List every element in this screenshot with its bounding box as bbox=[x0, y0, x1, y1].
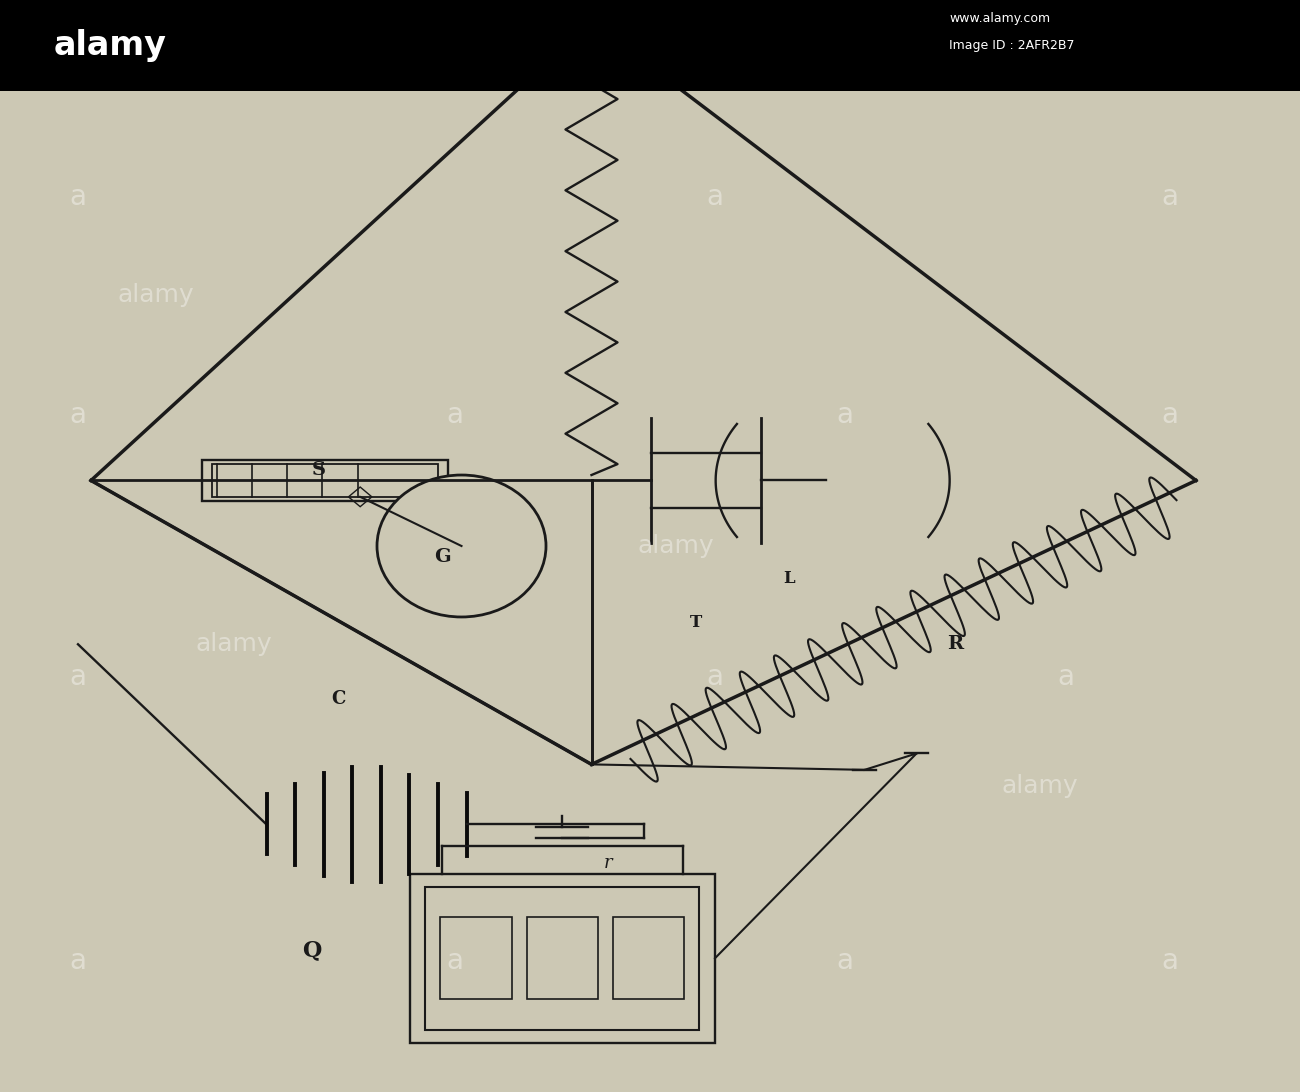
Text: a: a bbox=[69, 401, 87, 429]
Text: C: C bbox=[330, 690, 346, 708]
Text: a: a bbox=[69, 663, 87, 691]
Text: a: a bbox=[836, 947, 854, 975]
Text: Q: Q bbox=[303, 939, 321, 961]
Text: alamy: alamy bbox=[1002, 774, 1078, 798]
Polygon shape bbox=[0, 0, 1300, 91]
Text: alamy: alamy bbox=[55, 28, 166, 62]
Text: a: a bbox=[446, 401, 464, 429]
Text: T: T bbox=[689, 614, 702, 631]
Text: a: a bbox=[836, 401, 854, 429]
Text: a: a bbox=[1161, 947, 1179, 975]
Text: alamy: alamy bbox=[118, 283, 194, 307]
Text: alamy: alamy bbox=[196, 632, 272, 656]
Circle shape bbox=[377, 475, 546, 617]
Text: S: S bbox=[312, 461, 325, 478]
Text: r: r bbox=[604, 854, 612, 871]
Text: a: a bbox=[69, 182, 87, 211]
Text: alamy: alamy bbox=[638, 534, 714, 558]
Text: G: G bbox=[434, 548, 450, 566]
Text: a: a bbox=[1161, 401, 1179, 429]
Polygon shape bbox=[202, 460, 448, 501]
Text: a: a bbox=[69, 947, 87, 975]
Text: Image ID : 2AFR2B7: Image ID : 2AFR2B7 bbox=[949, 39, 1075, 51]
Text: a: a bbox=[1161, 182, 1179, 211]
Text: R: R bbox=[948, 636, 963, 653]
Text: www.alamy.com: www.alamy.com bbox=[949, 12, 1050, 25]
Text: a: a bbox=[706, 182, 724, 211]
Text: L: L bbox=[784, 570, 794, 587]
Text: a: a bbox=[1057, 663, 1075, 691]
Text: a: a bbox=[706, 663, 724, 691]
Text: a: a bbox=[446, 947, 464, 975]
